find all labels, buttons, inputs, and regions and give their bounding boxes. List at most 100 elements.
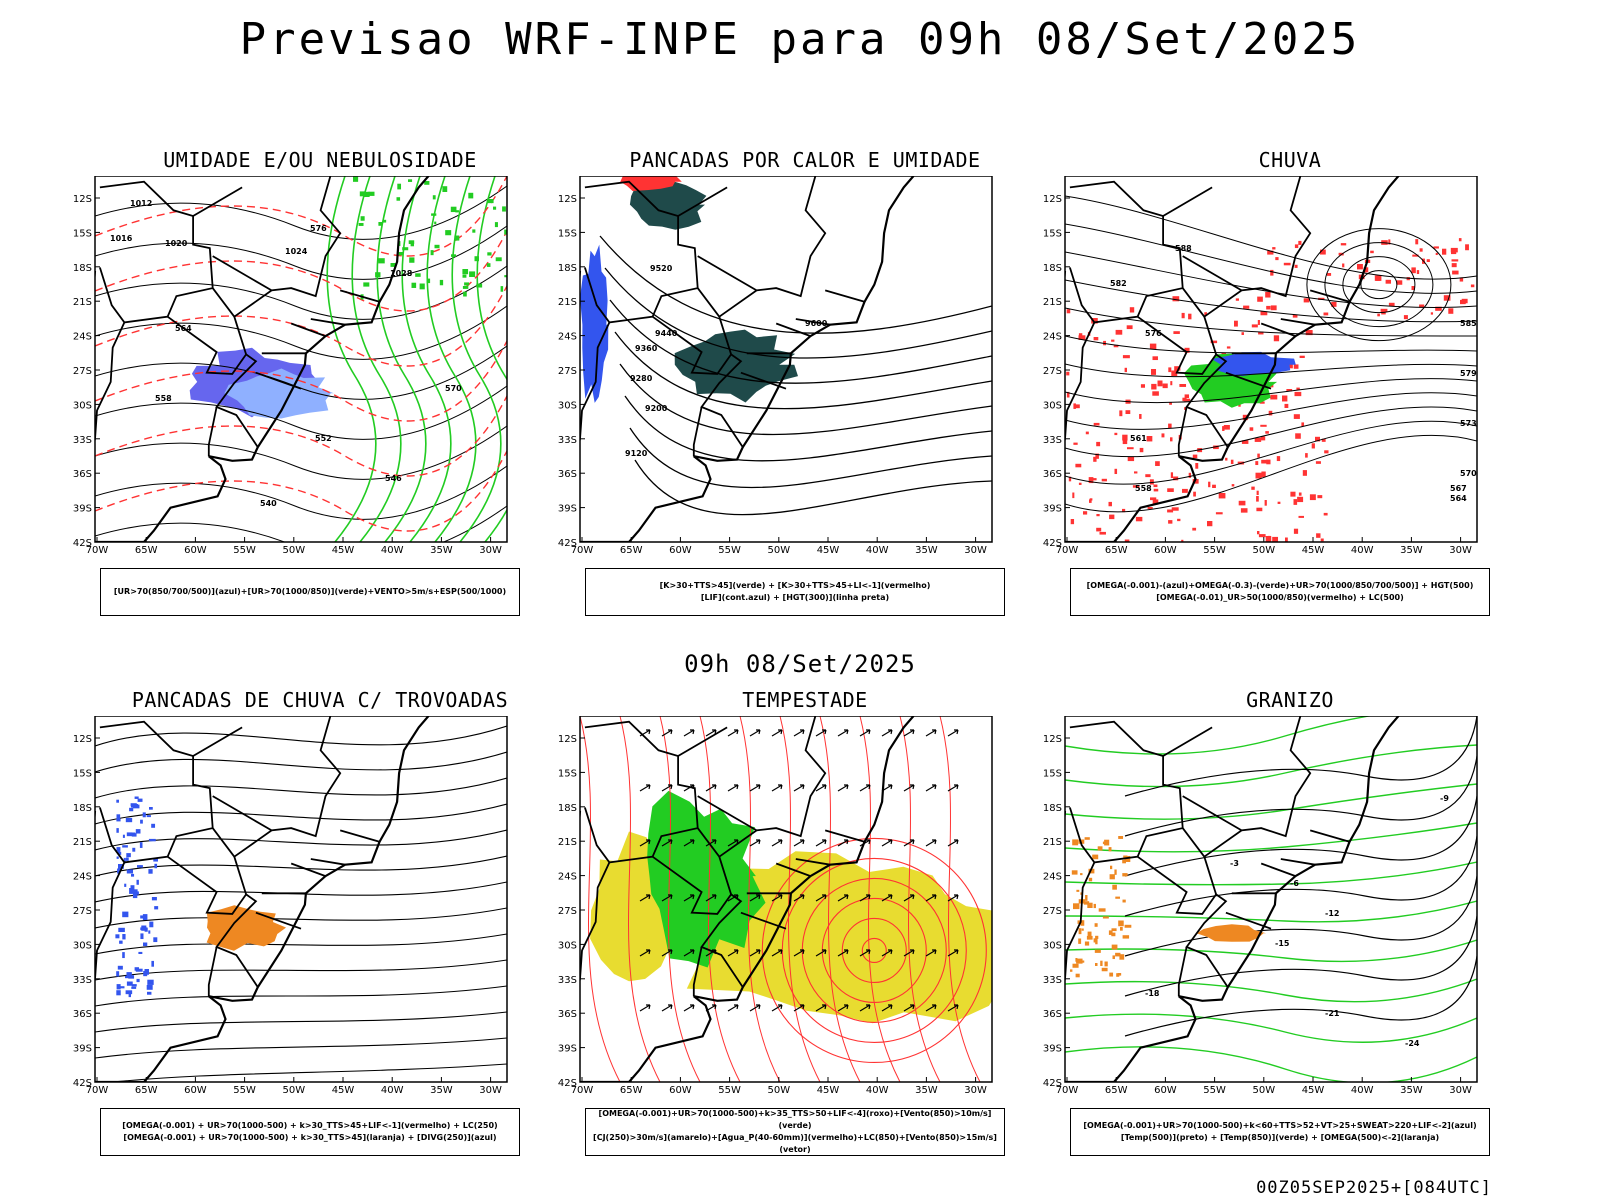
precip-cell [462, 269, 469, 275]
precip-cell [408, 179, 413, 182]
humidity-contour-green [401, 176, 452, 542]
streamline [95, 907, 507, 929]
country-border [1280, 318, 1316, 326]
wind-vector [925, 949, 937, 957]
country-border [697, 255, 758, 292]
lat-tick-label: 12S [73, 194, 92, 205]
precip-cell [1068, 476, 1072, 482]
country-border [192, 186, 243, 217]
legend-line: [CJ(250)>30m/s](amarelo)+[Agua_P(40-60mm… [593, 1133, 997, 1154]
precip-cell [147, 979, 154, 985]
precip-cell [415, 273, 421, 277]
contour-label: 1020 [165, 239, 188, 248]
country-border [1065, 862, 1096, 983]
panel-title: TEMPESTADE [742, 688, 868, 712]
lon-tick-label: 65W [135, 1085, 158, 1096]
lat-tick-label: 15S [73, 768, 92, 779]
lat-tick-label: 21S [1043, 837, 1062, 848]
lon-tick-label: 55W [233, 1085, 256, 1096]
lc850-streamline [659, 716, 701, 1082]
map-content: 9600 9520 9440 9360 9280 9200 9120 [580, 176, 992, 542]
wind-vector [859, 949, 871, 957]
precip-cell [1256, 490, 1259, 495]
precip-cell [1315, 461, 1321, 464]
precip-cell [1076, 889, 1080, 892]
precip-cell [138, 951, 143, 955]
precip-cell [1084, 837, 1090, 840]
precip-cell [117, 868, 121, 874]
country-border [207, 946, 218, 997]
lat-tick-label: 42S [558, 1078, 577, 1089]
panel-tempestade: TEMPESTADE 12S 15S 18S 21S 24S 27S 30S 33S 36S 39… [555, 688, 1055, 1158]
precip-cell [1072, 839, 1079, 846]
panel-title: GRANIZO [1246, 688, 1334, 712]
convection-area-teal [629, 177, 707, 230]
precip-cell [398, 252, 403, 256]
lat-tick-label: 36S [73, 1009, 92, 1020]
hgt300-contour [604, 267, 992, 359]
precip-cell [378, 258, 385, 264]
lat-tick-label: 18S [558, 803, 577, 814]
wind-vector [837, 839, 849, 847]
precip-cell [1207, 521, 1213, 527]
country-border [697, 795, 758, 832]
legend-line: [K>30+TTS>45](verde) + [K>30+TTS>45+LI<-… [659, 581, 931, 590]
country-border [677, 186, 728, 217]
precip-cell [1249, 427, 1254, 431]
precip-cell [1302, 470, 1307, 476]
lon-tick-label: 55W [1203, 1085, 1226, 1096]
precip-cell [1297, 496, 1304, 503]
hgt300-contour [599, 235, 992, 334]
precip-cell [1073, 903, 1080, 910]
wind-vector [837, 949, 849, 957]
contour-label: 9200 [645, 404, 668, 413]
wind-vector [815, 729, 827, 737]
lat-tick-label: 36S [73, 469, 92, 480]
precip-cell [1303, 298, 1310, 303]
lat-tick-label: 27S [558, 366, 577, 377]
lat-tick-label: 15S [73, 228, 92, 239]
temp850-contour-green [1065, 1013, 1477, 1043]
wind-vector [881, 894, 893, 902]
map-frame [1064, 176, 1478, 543]
country-border [192, 726, 243, 757]
precip-cell [116, 847, 121, 852]
precip-cell [1363, 267, 1369, 273]
precip-cell [1122, 434, 1128, 441]
contour-label: 558 [1135, 484, 1152, 493]
lat-tick-label: 30S [558, 400, 577, 411]
precip-cell [359, 191, 366, 197]
precip-cell [1078, 928, 1082, 935]
precip-cell [1168, 423, 1172, 429]
wind-vector [793, 894, 805, 902]
lon-tick-label: 50W [767, 1085, 790, 1096]
legend-line: [Temp(500)](preto) + [Temp(850)](verde) … [1120, 1133, 1440, 1142]
precip-cell [1261, 471, 1266, 478]
contour-label: 9520 [650, 264, 673, 273]
precip-cell [462, 274, 467, 278]
precip-cell [1152, 499, 1159, 505]
wind-vector [793, 729, 805, 737]
precip-cell [426, 279, 430, 283]
wind-vector [705, 894, 717, 902]
country-border [233, 716, 342, 858]
temp850-contour-green [1065, 900, 1477, 923]
precip-cell [1113, 344, 1119, 348]
lon-tick-label: 70W [1056, 1085, 1079, 1096]
precip-cell [1235, 298, 1239, 301]
precip-cell [1231, 484, 1235, 487]
precip-cell [1091, 318, 1098, 324]
temp500-contour [1124, 915, 1477, 997]
map-content: -3 -6 -9 -12 -15 -18 -21 -24 [1065, 716, 1477, 1082]
wind-vector [815, 949, 827, 957]
precip-cell [1075, 958, 1078, 962]
precip-cell [1087, 931, 1092, 937]
precip-cell [1172, 296, 1180, 302]
panel-legend: [OMEGA(-0.001)+UR>70(1000-500)+k<60+TTS>… [1070, 1108, 1490, 1156]
lc850-streamline [739, 716, 781, 1082]
wind-vector [947, 949, 959, 957]
wind-vector [793, 1004, 805, 1012]
run-footer: 00Z05SEP2025+[084UTC] [1256, 1178, 1492, 1198]
precip-cell [128, 975, 135, 979]
precip-cell [1426, 259, 1430, 263]
